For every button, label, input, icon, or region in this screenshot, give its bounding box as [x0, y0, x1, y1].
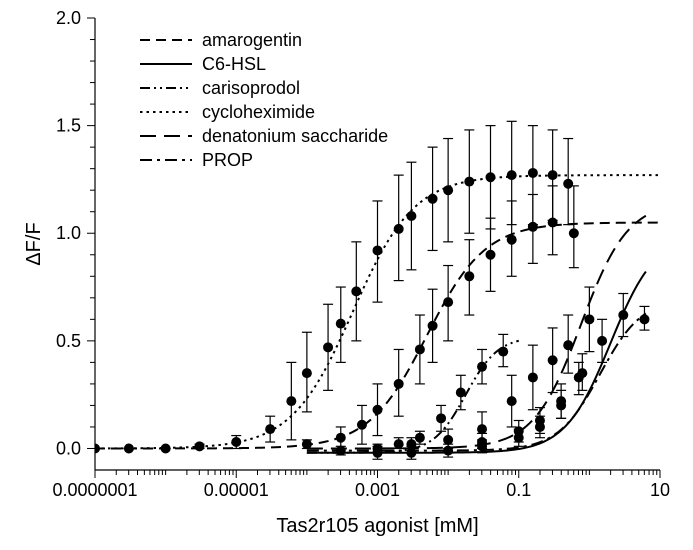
x-tick-label: 0.0000001 [52, 480, 137, 500]
x-tick-label: 0.00001 [204, 480, 269, 500]
x-axis-title: Tas2r105 agonist [mM] [276, 515, 478, 537]
x-tick-label: 0.001 [355, 480, 400, 500]
legend-label: cycloheximide [202, 102, 315, 122]
y-axis-title: ΔF/F [23, 222, 45, 265]
x-tick-label: 10 [650, 480, 670, 500]
y-tick-label: 1.5 [56, 116, 81, 136]
dose-response-chart: 0.0000001 0.00001 0.001 0.1 10 Tas2r105 agoni… [0, 0, 693, 550]
y-tick-label: 2.0 [56, 8, 81, 28]
legend-label: carisoprodol [202, 78, 300, 98]
legend-label: PROP [202, 150, 253, 170]
legend-label: amarogentin [202, 30, 302, 50]
y-tick-label: 1.0 [56, 223, 81, 243]
x-tick-label: 0.1 [506, 480, 531, 500]
legend-label: denatonium saccharide [202, 126, 388, 146]
y-tick-label: 0.0 [56, 438, 81, 458]
y-tick-label: 0.5 [56, 331, 81, 351]
legend-label: C6-HSL [202, 54, 266, 74]
